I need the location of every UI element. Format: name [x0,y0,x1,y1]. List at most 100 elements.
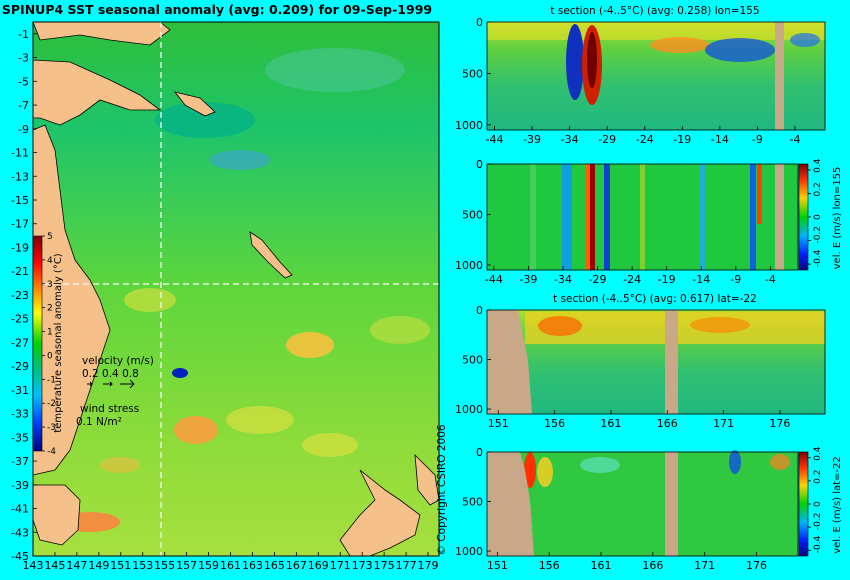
velocity-legend-label: velocity (m/s) [82,355,154,367]
map-cbar-tick-label: 1 [47,328,53,338]
panel1-ytick-label: 0 [476,16,483,29]
map-cbar-tick-label: -3 [47,423,56,433]
panel1-cool-patch [790,33,820,47]
map-colorbar-label: temperature seasonal anomaly (°C) [53,253,64,432]
map-xtick-label: 155 [154,559,175,572]
panel2-xtick-label: -9 [730,273,741,286]
panel2-xtick-label: -39 [519,273,537,286]
panel2-cbar-tick-label: 0.2 [813,182,823,196]
panel4-xtick-label: 176 [746,559,767,572]
panel3-ticks: 151 156 161 166 171 176 0 500 1000 [455,304,790,430]
panel4-patch [770,454,790,470]
map-xtick-label: 147 [66,559,87,572]
panel2-ylabel: vel. E (m/s) lon=155 [832,167,843,270]
panel2-stripe [640,164,645,270]
land-tasmania [32,484,81,546]
panel2-stripe [590,164,595,270]
map-ytick-label: -31 [11,384,29,397]
map-cbar-tick-label: 0 [47,351,53,361]
map-ytick-label: -45 [11,550,29,563]
panel2-cbar-tick-label: -0.2 [813,226,823,244]
panel3-xtick-label: 161 [600,417,621,430]
panel1-warm-core-center [587,32,597,88]
panel3-warm-patch [538,316,582,336]
cool-anomaly-patch [155,102,255,138]
panel3-land-gap [665,310,678,414]
map-xtick-label: 177 [396,559,417,572]
panel2-xtick-label: -29 [589,273,607,286]
land-papua [32,59,162,126]
panel4-ytick-label: 0 [476,446,483,459]
map-xtick-label: 151 [110,559,131,572]
panel3-title: t section (-4..5°C) (avg: 0.617) lat=-22 [553,293,757,305]
panel1-warm-patch [650,37,710,53]
panel4-ticks: 151 156 161 166 171 176 0 500 1000 [455,446,767,572]
panel2-colorbar-ticks: 0.4 0.2 0 -0.2 -0.4 [808,158,823,267]
panel1-xtick-label: -9 [752,133,763,146]
warm-anomaly-patch [370,316,430,344]
panel2-ytick-label: 0 [476,158,483,171]
map-colorbar-ticks: 5 4 3 2 1 0 -1 -2 -3 -4 [42,232,56,457]
map-ytick-label: -3 [18,52,29,65]
map-cbar-tick-label: 2 [47,304,53,314]
warm-anomaly-patch [174,416,218,444]
map-xtick-label: 173 [352,559,373,572]
panel4-cbar-tick-label: -0.2 [813,513,823,531]
land-new-caledonia [249,231,293,279]
panel1-frame [486,21,826,131]
land-new-zealand-north [414,453,440,506]
map-ytick-label: -33 [11,408,29,421]
panel4-jet [537,457,553,487]
warm-anomaly-patch [286,332,334,358]
panel4-xtick-label: 151 [487,559,508,572]
map-cbar-tick-label: 5 [47,232,53,242]
map-xtick-label: 149 [88,559,109,572]
panel4-xtick-label: 171 [694,559,715,572]
map-xtick-label: 169 [308,559,329,572]
map-xtick-label: 163 [242,559,263,572]
panel3-ytick-label: 500 [462,354,483,367]
map-ytick-label: -29 [11,360,29,373]
warm-anomaly-patch [100,457,140,473]
panel1-surface-warm [487,22,825,40]
map-xtick-label: 143 [23,559,44,572]
panel2-stripe [604,164,610,270]
t-section-lat-plot: 151 156 161 166 171 176 0 500 1000 [455,304,826,430]
map-ytick-label: -27 [11,336,29,349]
map-ytick-label: -13 [11,170,29,183]
map-ytick-label: -21 [11,265,29,278]
panel2-stripe [530,164,536,270]
map-ytick-label: -43 [11,526,29,539]
panel2-xtick-label: -44 [485,273,503,286]
panel4-patch [580,457,620,473]
map-cbar-tick-label: -2 [47,399,56,409]
panel1-ticks: -44 -39 -34 -29 -24 -19 -14 -9 -4 0 500 1000 [455,16,800,146]
panel3-xtick-label: 176 [769,417,790,430]
panel4-ytick-label: 1000 [455,545,483,558]
velocity-legend-values: 0.2 0.4 0.8 [82,368,139,380]
panel2-xtick-label: -4 [765,273,776,286]
cool-anomaly-patch [265,48,405,92]
panel2-cbar-tick-label: 0.4 [813,158,823,173]
panel1-ytick-label: 500 [462,67,483,80]
panel3-ytick-label: 0 [476,304,483,317]
panel4-cbar-tick-label: 0 [813,501,823,507]
map-xtick-label: 165 [264,559,285,572]
panel1-cool-patch [705,38,775,62]
panel2-stripe [750,164,756,270]
land-new-britain [173,91,216,117]
panel2-colorbar [798,163,809,271]
panel4-patch [729,450,741,474]
panel3-xtick-label: 151 [488,417,509,430]
map-cbar-tick-label: 3 [47,280,53,290]
map-ytick-label: -25 [11,313,29,326]
panel3-ytick-label: 1000 [455,403,483,416]
panel2-xtick-label: -34 [554,273,572,286]
t-section-lon-plot: -44 -39 -34 -29 -24 -19 -14 -9 -4 0 500 1000 [455,16,826,146]
map-ytick-label: -19 [11,241,29,254]
panel3-land-shelf [487,310,532,414]
panel4-cbar-tick-label: -0.4 [813,535,823,553]
land-new-guinea-coast [32,21,171,46]
velocity-legend-arrows [87,379,135,389]
